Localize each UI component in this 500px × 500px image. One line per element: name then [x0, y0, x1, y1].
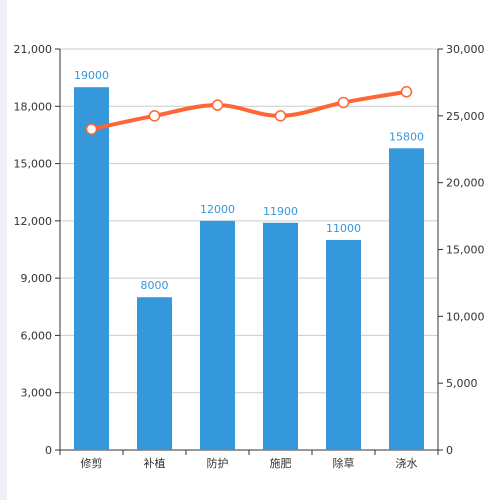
bar [389, 148, 424, 451]
bar [200, 220, 235, 450]
bar-data-label: 11900 [263, 205, 298, 218]
y-right-tick-label: 20,000 [446, 177, 485, 190]
bar-data-label: 12000 [200, 203, 235, 216]
y-right-tick-label: 5,000 [446, 377, 478, 390]
bar-data-label: 19000 [74, 69, 109, 82]
y-left-tick-label: 0 [45, 444, 52, 457]
bar [74, 87, 109, 450]
y-right-tick-label: 15,000 [446, 244, 485, 257]
x-tick-label: 修剪 [81, 456, 103, 470]
y-right-tick-label: 10,000 [446, 310, 485, 323]
y-right-tick-label: 0 [446, 444, 453, 457]
y-left-tick-label: 21,000 [14, 43, 53, 56]
x-tick-label: 施肥 [270, 457, 292, 470]
x-tick-label: 除草 [333, 456, 355, 470]
x-tick-label: 浇水 [396, 457, 418, 470]
y-left-tick-label: 3,000 [21, 387, 53, 400]
bar [263, 222, 298, 450]
y-left-tick-label: 12,000 [14, 215, 53, 228]
bar-data-label: 8000 [141, 279, 169, 292]
line-series [89, 89, 409, 132]
bar-data-label: 11000 [326, 222, 361, 235]
line-point [211, 99, 224, 111]
y-left-tick-label: 6,000 [21, 329, 53, 342]
left-edge-strip [0, 0, 7, 500]
x-tick-label: 补植 [144, 456, 166, 470]
line-point [85, 123, 98, 135]
bar [326, 239, 361, 450]
y-right-tick-label: 30,000 [446, 43, 485, 56]
y-right-tick-label: 25,000 [446, 110, 485, 123]
y-left-tick-label: 15,000 [14, 158, 53, 171]
line-point [400, 86, 413, 98]
y-left-tick-label: 18,000 [14, 100, 53, 113]
line-point [337, 96, 350, 109]
x-tick-label: 防护 [207, 456, 229, 470]
bar [137, 297, 172, 450]
line-point [274, 110, 287, 122]
y-left-tick-label: 9,000 [21, 272, 53, 285]
line-point [148, 110, 161, 122]
bar-data-label: 15800 [389, 130, 424, 143]
